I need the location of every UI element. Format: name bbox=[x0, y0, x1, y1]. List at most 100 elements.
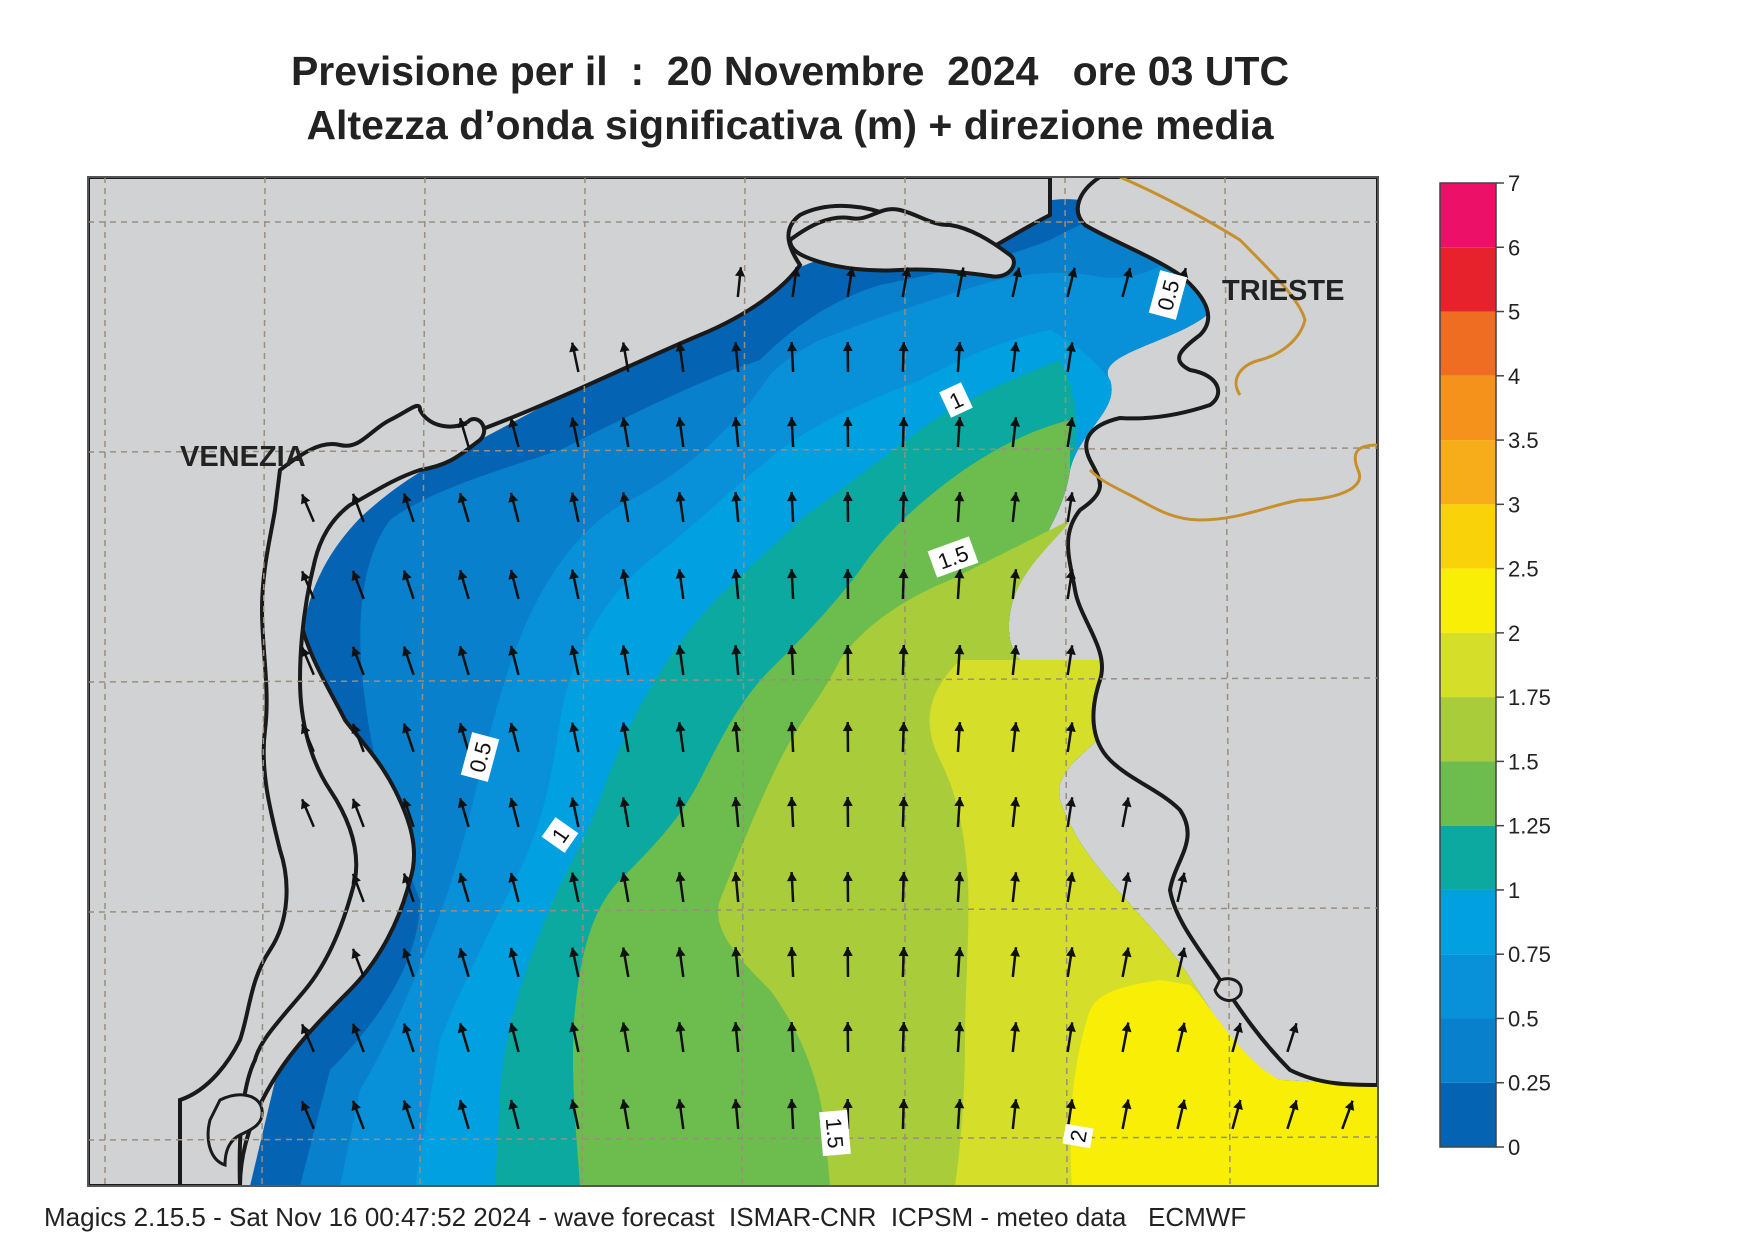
wave-arrow-head bbox=[675, 569, 686, 579]
wave-arrow-head bbox=[845, 267, 856, 277]
wave-arrow-head bbox=[901, 267, 912, 278]
wave-arrow-head bbox=[457, 1100, 468, 1111]
contour-label: 0.5 bbox=[1148, 270, 1188, 320]
wave-arrow-head bbox=[1010, 872, 1020, 882]
wave-arrow-head bbox=[619, 492, 630, 503]
map-frame bbox=[87, 176, 1379, 1187]
wave-arrow-head bbox=[619, 417, 630, 428]
wave-arrow-head bbox=[569, 645, 579, 656]
legend-tick-label: 1 bbox=[1508, 878, 1520, 903]
wave-arrow-head bbox=[301, 1024, 311, 1035]
wave-arrow-head bbox=[569, 492, 579, 503]
legend-swatch bbox=[1440, 1018, 1496, 1083]
wave-arrow-head bbox=[508, 1099, 519, 1110]
legend-swatch bbox=[1440, 247, 1496, 312]
wave-arrow-head bbox=[1123, 267, 1133, 278]
wave-arrow-head bbox=[731, 1099, 742, 1109]
color-legend: 7 6 5 4 3.5 3 2.5 2 1.75 1.5 1.25 1 0.75 0.5 0.25 0 bbox=[1439, 171, 1551, 1160]
wave-arrow-head bbox=[619, 645, 630, 656]
wave-arrow-head bbox=[954, 342, 965, 352]
land-east-istria bbox=[1066, 177, 1378, 1087]
legend-tick-label: 1.25 bbox=[1508, 814, 1551, 839]
wave-arrow-head bbox=[402, 646, 412, 657]
wave-arrow-head bbox=[1344, 1100, 1355, 1111]
wave-arrow-head bbox=[619, 342, 630, 353]
wave-arrow-head bbox=[956, 267, 967, 278]
wave-arrow-head bbox=[842, 947, 853, 957]
wave-arrow-head bbox=[787, 947, 797, 957]
wave-arrow-head bbox=[402, 723, 412, 734]
wave-arrow-head bbox=[787, 342, 797, 352]
city-label-venezia: VENEZIA bbox=[180, 441, 306, 473]
wave-arrow-head bbox=[619, 797, 630, 808]
wave-arrow-head bbox=[731, 569, 742, 579]
legend-tick-label: 2.5 bbox=[1508, 557, 1539, 582]
border-line bbox=[1088, 177, 1378, 522]
wave-arrow-head bbox=[1065, 1099, 1076, 1109]
wave-arrow-head bbox=[954, 417, 965, 427]
po-delta-shape bbox=[206, 1093, 264, 1168]
wave-arrow-head bbox=[675, 492, 686, 502]
wave-arrow-head bbox=[1065, 569, 1076, 579]
wave-arrow-head bbox=[954, 645, 965, 655]
wave-arrow-head bbox=[954, 1099, 965, 1109]
map-title-line1: Previsione per il : 20 Novembre 2024 ore… bbox=[290, 48, 1290, 94]
wave-arrow-head bbox=[508, 797, 519, 808]
wave-arrow-head bbox=[787, 1022, 797, 1032]
wave-arrow-head bbox=[675, 417, 686, 427]
wave-arrow-head bbox=[675, 797, 686, 807]
wave-arrow-head bbox=[301, 724, 311, 735]
wave-arrow-head bbox=[351, 723, 361, 734]
legend-swatch bbox=[1440, 440, 1496, 505]
wave-arrow-head bbox=[898, 417, 909, 427]
svg-text:1.5: 1.5 bbox=[821, 1117, 849, 1150]
legend-swatch bbox=[1440, 825, 1496, 890]
band-175-2 bbox=[929, 660, 1378, 1186]
wave-arrow-head bbox=[619, 1022, 630, 1033]
wave-arrow-head bbox=[351, 646, 361, 657]
wave-arrow-head bbox=[619, 872, 630, 883]
wave-arrow-head bbox=[1012, 267, 1022, 278]
wave-arrow-head bbox=[731, 722, 742, 732]
wave-arrow-head bbox=[619, 722, 630, 733]
wave-arrow-head bbox=[508, 947, 519, 958]
legend-swatch bbox=[1440, 954, 1496, 1019]
wave-arrow-head bbox=[1065, 797, 1076, 807]
legend-swatch bbox=[1440, 183, 1496, 248]
wave-arrow-head bbox=[1065, 492, 1076, 502]
wave-arrow-head bbox=[1289, 1023, 1299, 1034]
wave-arrow-head bbox=[351, 1023, 361, 1034]
wave-arrow-head bbox=[787, 722, 797, 732]
wave-arrow-head bbox=[898, 1022, 909, 1032]
wave-arrow-head bbox=[675, 722, 686, 732]
wave-arrow-head bbox=[569, 947, 579, 958]
wave-arrow-head bbox=[457, 723, 468, 734]
wave-arrow-head bbox=[508, 569, 519, 580]
wave-arrow-head bbox=[731, 1022, 742, 1032]
wave-arrow-head bbox=[569, 417, 579, 428]
wave-arrow-head bbox=[731, 645, 742, 655]
wave-arrow-head bbox=[1067, 267, 1078, 278]
legend-swatch bbox=[1440, 568, 1496, 633]
wave-arrow-head bbox=[619, 1099, 630, 1110]
city-label-trieste: TRIESTE bbox=[1222, 275, 1344, 307]
wave-arrow-head bbox=[898, 947, 909, 957]
wave-arrow-head bbox=[898, 645, 909, 655]
wave-arrow-head bbox=[402, 1100, 412, 1111]
wave-arrow-head bbox=[954, 947, 965, 957]
map-grid bbox=[88, 177, 1378, 1186]
wave-arrow-head bbox=[569, 872, 579, 883]
wave-arrow-head bbox=[675, 872, 686, 882]
legend-tick-label: 2 bbox=[1508, 621, 1520, 646]
wave-arrow-head bbox=[402, 493, 412, 504]
wave-arrow-head bbox=[731, 947, 742, 957]
wave-arrow-head bbox=[402, 873, 412, 884]
wave-arrow-head bbox=[569, 1099, 579, 1110]
venice-lagoon-shape bbox=[178, 403, 487, 1186]
wave-arrow-head bbox=[1177, 1099, 1188, 1110]
wave-arrow-head bbox=[569, 722, 579, 733]
wave-arrow-head bbox=[402, 570, 412, 581]
wave-arrow-head bbox=[675, 947, 686, 957]
map-title-line2: Altezza d’onda significativa (m) + direz… bbox=[306, 102, 1274, 148]
